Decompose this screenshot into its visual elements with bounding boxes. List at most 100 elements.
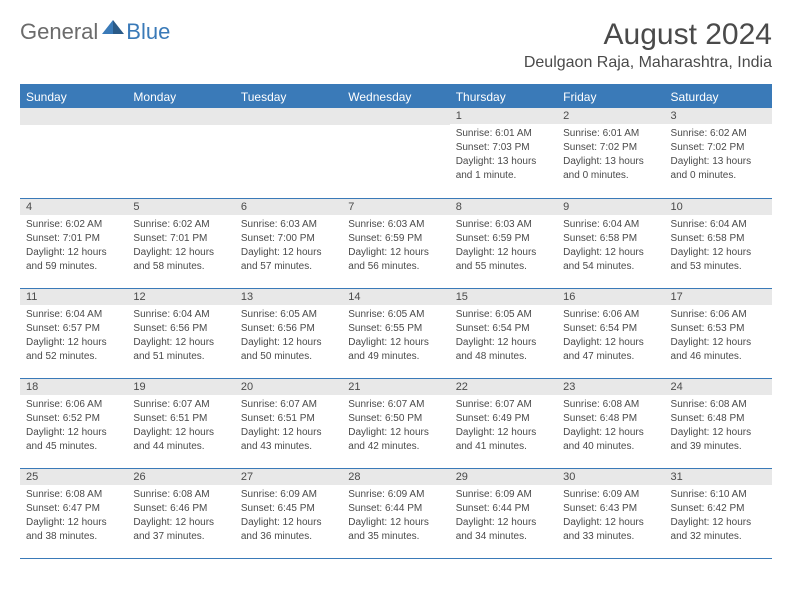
day-cell: 22Sunrise: 6:07 AMSunset: 6:49 PMDayligh… [450,378,557,468]
daylight-text-2: and 48 minutes. [456,350,551,364]
logo-text-general: General [20,19,98,45]
day-header-friday: Friday [557,85,664,108]
day-number: 3 [665,108,772,124]
daylight-text-1: Daylight: 12 hours [563,336,658,350]
daylight-text-1: Daylight: 12 hours [241,336,336,350]
sunset-text: Sunset: 6:51 PM [133,412,228,426]
daylight-text-2: and 0 minutes. [671,169,766,183]
sunset-text: Sunset: 6:52 PM [26,412,121,426]
day-number: 13 [235,289,342,305]
calendar-week-row: 11Sunrise: 6:04 AMSunset: 6:57 PMDayligh… [20,288,772,378]
daylight-text-2: and 37 minutes. [133,530,228,544]
sunrise-text: Sunrise: 6:07 AM [456,398,551,412]
day-header-row: Sunday Monday Tuesday Wednesday Thursday… [20,85,772,108]
day-cell: 28Sunrise: 6:09 AMSunset: 6:44 PMDayligh… [342,468,449,558]
sunrise-text: Sunrise: 6:04 AM [26,308,121,322]
day-details: Sunrise: 6:08 AMSunset: 6:48 PMDaylight:… [665,395,772,460]
day-number: 24 [665,379,772,395]
day-details: Sunrise: 6:07 AMSunset: 6:49 PMDaylight:… [450,395,557,460]
sunset-text: Sunset: 6:55 PM [348,322,443,336]
day-number: 22 [450,379,557,395]
daylight-text-1: Daylight: 12 hours [241,516,336,530]
day-number: 17 [665,289,772,305]
day-number: 30 [557,469,664,485]
day-cell: 6Sunrise: 6:03 AMSunset: 7:00 PMDaylight… [235,198,342,288]
empty-day-number [20,108,127,125]
day-details: Sunrise: 6:08 AMSunset: 6:47 PMDaylight:… [20,485,127,550]
logo: General Blue [20,18,170,45]
day-number: 7 [342,199,449,215]
sunset-text: Sunset: 6:57 PM [26,322,121,336]
day-number: 28 [342,469,449,485]
day-number: 23 [557,379,664,395]
sunset-text: Sunset: 7:00 PM [241,232,336,246]
day-number: 4 [20,199,127,215]
sunrise-text: Sunrise: 6:07 AM [241,398,336,412]
daylight-text-1: Daylight: 13 hours [563,155,658,169]
daylight-text-1: Daylight: 12 hours [133,336,228,350]
sunset-text: Sunset: 6:54 PM [563,322,658,336]
daylight-text-1: Daylight: 12 hours [26,516,121,530]
day-details: Sunrise: 6:09 AMSunset: 6:44 PMDaylight:… [450,485,557,550]
day-cell: 17Sunrise: 6:06 AMSunset: 6:53 PMDayligh… [665,288,772,378]
day-number: 10 [665,199,772,215]
daylight-text-2: and 35 minutes. [348,530,443,544]
day-header-thursday: Thursday [450,85,557,108]
sunrise-text: Sunrise: 6:09 AM [456,488,551,502]
daylight-text-2: and 58 minutes. [133,260,228,274]
daylight-text-2: and 47 minutes. [563,350,658,364]
day-header-monday: Monday [127,85,234,108]
day-cell: 13 Sunrise: 6:05 AMSunset: 6:56 PMDayligh… [235,288,342,378]
sunrise-text: Sunrise: 6:09 AM [241,488,336,502]
sunrise-text: Sunrise: 6:08 AM [563,398,658,412]
daylight-text-1: Daylight: 12 hours [671,336,766,350]
day-cell: 16Sunrise: 6:06 AMSunset: 6:54 PMDayligh… [557,288,664,378]
daylight-text-2: and 51 minutes. [133,350,228,364]
logo-triangle-icon [102,18,124,39]
daylight-text-2: and 54 minutes. [563,260,658,274]
day-cell: 4Sunrise: 6:02 AMSunset: 7:01 PMDaylight… [20,198,127,288]
day-cell: 3Sunrise: 6:02 AMSunset: 7:02 PMDaylight… [665,108,772,198]
daylight-text-2: and 55 minutes. [456,260,551,274]
day-cell: 21Sunrise: 6:07 AMSunset: 6:50 PMDayligh… [342,378,449,468]
daylight-text-2: and 46 minutes. [671,350,766,364]
sunset-text: Sunset: 6:46 PM [133,502,228,516]
sunrise-text: Sunrise: 6:10 AM [671,488,766,502]
day-details: Sunrise: 6:09 AMSunset: 6:45 PMDaylight:… [235,485,342,550]
day-cell [342,108,449,198]
sunset-text: Sunset: 6:54 PM [456,322,551,336]
daylight-text-1: Daylight: 12 hours [348,516,443,530]
sunset-text: Sunset: 7:03 PM [456,141,551,155]
sunset-text: Sunset: 6:51 PM [241,412,336,426]
daylight-text-1: Daylight: 12 hours [456,516,551,530]
day-cell [127,108,234,198]
daylight-text-2: and 45 minutes. [26,440,121,454]
day-number: 15 [450,289,557,305]
sunset-text: Sunset: 6:56 PM [241,322,336,336]
day-header-tuesday: Tuesday [235,85,342,108]
sunrise-text: Sunrise: 6:05 AM [241,308,336,322]
empty-day-number [127,108,234,125]
sunrise-text: Sunrise: 6:02 AM [671,127,766,141]
sunrise-text: Sunrise: 6:08 AM [671,398,766,412]
calendar-body: 1Sunrise: 6:01 AMSunset: 7:03 PMDaylight… [20,108,772,558]
day-number: 25 [20,469,127,485]
sunrise-text: Sunrise: 6:09 AM [563,488,658,502]
daylight-text-2: and 44 minutes. [133,440,228,454]
sunrise-text: Sunrise: 6:06 AM [563,308,658,322]
day-details: Sunrise: 6:06 AMSunset: 6:52 PMDaylight:… [20,395,127,460]
sunrise-text: Sunrise: 6:02 AM [133,218,228,232]
day-details: Sunrise: 6:03 AMSunset: 7:00 PMDaylight:… [235,215,342,280]
sunset-text: Sunset: 6:48 PM [563,412,658,426]
daylight-text-2: and 39 minutes. [671,440,766,454]
sunrise-text: Sunrise: 6:01 AM [456,127,551,141]
daylight-text-1: Daylight: 12 hours [456,336,551,350]
day-details: Sunrise: 6:07 AMSunset: 6:51 PMDaylight:… [235,395,342,460]
page-header: General Blue August 2024 Deulgaon Raja, … [20,18,772,72]
daylight-text-2: and 41 minutes. [456,440,551,454]
day-details: Sunrise: 6:08 AMSunset: 6:46 PMDaylight:… [127,485,234,550]
sunrise-text: Sunrise: 6:09 AM [348,488,443,502]
day-cell: 11Sunrise: 6:04 AMSunset: 6:57 PMDayligh… [20,288,127,378]
sunset-text: Sunset: 6:58 PM [671,232,766,246]
calendar-week-row: 25Sunrise: 6:08 AMSunset: 6:47 PMDayligh… [20,468,772,558]
